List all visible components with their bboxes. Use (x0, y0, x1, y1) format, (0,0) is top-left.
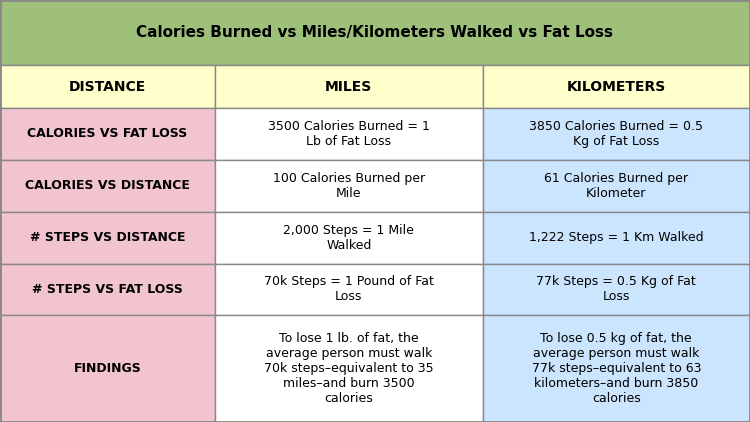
Text: 2,000 Steps = 1 Mile
Walked: 2,000 Steps = 1 Mile Walked (284, 224, 414, 252)
FancyBboxPatch shape (482, 264, 750, 315)
FancyBboxPatch shape (0, 0, 750, 65)
FancyBboxPatch shape (0, 315, 215, 422)
FancyBboxPatch shape (482, 315, 750, 422)
FancyBboxPatch shape (0, 160, 215, 212)
Text: To lose 0.5 kg of fat, the
average person must walk
77k steps–equivalent to 63
k: To lose 0.5 kg of fat, the average perso… (532, 332, 701, 405)
Text: CALORIES VS FAT LOSS: CALORIES VS FAT LOSS (28, 127, 188, 141)
Text: KILOMETERS: KILOMETERS (567, 80, 666, 94)
FancyBboxPatch shape (482, 212, 750, 264)
FancyBboxPatch shape (215, 160, 482, 212)
Text: 1,222 Steps = 1 Km Walked: 1,222 Steps = 1 Km Walked (529, 231, 704, 244)
Text: 3850 Calories Burned = 0.5
Kg of Fat Loss: 3850 Calories Burned = 0.5 Kg of Fat Los… (530, 120, 704, 148)
FancyBboxPatch shape (215, 108, 482, 160)
Text: DISTANCE: DISTANCE (69, 80, 146, 94)
FancyBboxPatch shape (0, 65, 215, 108)
Text: MILES: MILES (326, 80, 373, 94)
Text: To lose 1 lb. of fat, the
average person must walk
70k steps–equivalent to 35
mi: To lose 1 lb. of fat, the average person… (264, 332, 434, 405)
FancyBboxPatch shape (482, 65, 750, 108)
FancyBboxPatch shape (215, 264, 482, 315)
FancyBboxPatch shape (215, 212, 482, 264)
FancyBboxPatch shape (215, 65, 482, 108)
FancyBboxPatch shape (482, 108, 750, 160)
FancyBboxPatch shape (0, 264, 215, 315)
Text: # STEPS VS FAT LOSS: # STEPS VS FAT LOSS (32, 283, 183, 296)
Text: 100 Calories Burned per
Mile: 100 Calories Burned per Mile (273, 172, 424, 200)
FancyBboxPatch shape (482, 160, 750, 212)
FancyBboxPatch shape (0, 212, 215, 264)
Text: # STEPS VS DISTANCE: # STEPS VS DISTANCE (30, 231, 185, 244)
Text: FINDINGS: FINDINGS (74, 362, 142, 375)
Text: 3500 Calories Burned = 1
Lb of Fat Loss: 3500 Calories Burned = 1 Lb of Fat Loss (268, 120, 430, 148)
Text: CALORIES VS DISTANCE: CALORIES VS DISTANCE (25, 179, 190, 192)
Text: 61 Calories Burned per
Kilometer: 61 Calories Burned per Kilometer (544, 172, 688, 200)
FancyBboxPatch shape (0, 108, 215, 160)
FancyBboxPatch shape (215, 315, 482, 422)
Text: 77k Steps = 0.5 Kg of Fat
Loss: 77k Steps = 0.5 Kg of Fat Loss (536, 276, 696, 303)
Text: 70k Steps = 1 Pound of Fat
Loss: 70k Steps = 1 Pound of Fat Loss (264, 276, 434, 303)
Text: Calories Burned vs Miles/Kilometers Walked vs Fat Loss: Calories Burned vs Miles/Kilometers Walk… (136, 25, 614, 40)
